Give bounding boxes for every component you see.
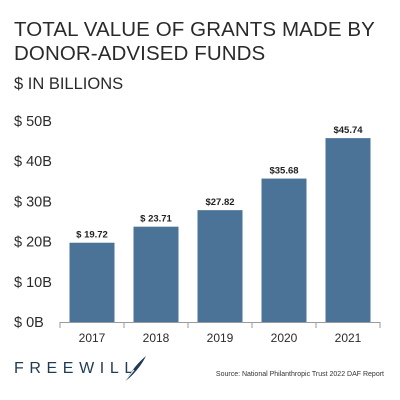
- y-tick-label: $ 10B: [14, 275, 52, 291]
- source-note: Source: National Philanthropic Trust 202…: [215, 371, 384, 378]
- x-tick-label: 2020: [271, 331, 298, 345]
- data-label: $45.74: [333, 125, 363, 136]
- chart-title-line-1: TOTAL VALUE OF GRANTS MADE BY: [14, 18, 375, 41]
- y-tick-label: $ 0B: [14, 315, 44, 331]
- data-label: $35.68: [269, 166, 298, 177]
- data-label: $ 23.71: [140, 214, 172, 225]
- x-tick-label: 2021: [335, 331, 362, 345]
- bar-chart: $ 0B $ 10B $ 20B $ 30B $ 40B $ 50B $ 19.72 $ 23…: [14, 114, 381, 345]
- y-tick-label: $ 50B: [14, 114, 52, 130]
- bar: [133, 226, 179, 322]
- chart-subtitle: $ IN BILLIONS: [14, 75, 124, 93]
- logo-text: FREEWILL: [14, 360, 139, 377]
- y-tick-label: $ 30B: [14, 194, 52, 210]
- data-label: $ 19.72: [76, 230, 108, 241]
- chart-title: TOTAL VALUE OF GRANTS MADE BY DONOR-ADVI…: [14, 18, 386, 66]
- bar: [197, 210, 243, 322]
- bar: [261, 178, 307, 322]
- data-label: $27.82: [205, 197, 234, 208]
- x-tick-label: 2019: [207, 331, 234, 345]
- bar: [325, 138, 371, 322]
- y-tick-label: $ 20B: [14, 235, 52, 251]
- chart-title-line-2: DONOR-ADVISED FUNDS: [14, 42, 266, 65]
- bar: [69, 242, 115, 322]
- y-tick-label: $ 40B: [14, 154, 52, 170]
- x-tick-label: 2017: [79, 331, 106, 345]
- quill-icon: [123, 356, 146, 383]
- x-tick-label: 2018: [143, 331, 170, 345]
